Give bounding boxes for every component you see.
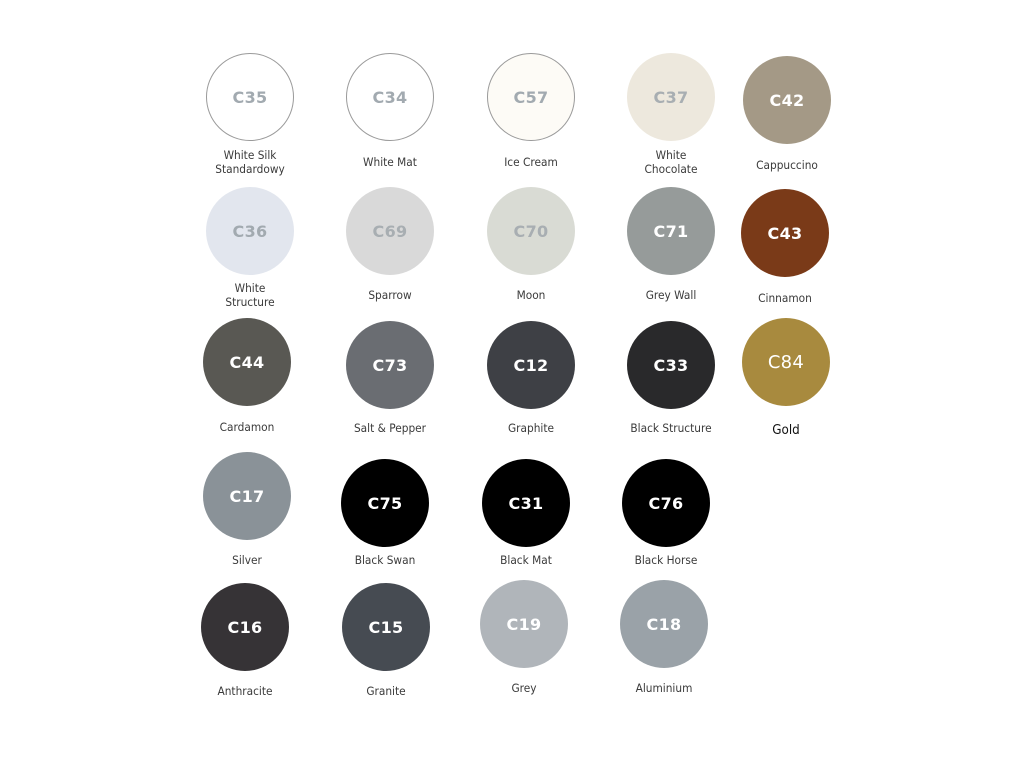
- color-swatch-c19: C19: [480, 580, 568, 668]
- swatch-name: Sparrow: [368, 288, 412, 302]
- swatch-name: Black Swan: [354, 553, 416, 567]
- swatch-name: Cardamon: [219, 420, 275, 434]
- swatch-name: Anthracite: [217, 684, 273, 698]
- swatch-name: Gold: [772, 423, 800, 438]
- color-swatch-c33: C33: [627, 321, 715, 409]
- swatch-code: C43: [767, 223, 803, 243]
- swatch-name: Graphite: [507, 421, 555, 435]
- swatch-name: Moon: [516, 288, 546, 302]
- color-swatch-c36: C36: [206, 187, 294, 275]
- swatch-code: C31: [508, 493, 544, 513]
- color-swatch-c70: C70: [487, 187, 575, 275]
- color-swatch-c75: C75: [341, 459, 429, 547]
- swatch-code: C17: [229, 486, 265, 506]
- swatch-code: C70: [513, 221, 549, 241]
- swatch-code: C57: [513, 87, 549, 107]
- color-swatch-c42: C42: [743, 56, 831, 144]
- swatch-code: C75: [367, 493, 403, 513]
- swatch-code: C76: [648, 493, 684, 513]
- swatch-name: Grey Wall: [645, 288, 697, 302]
- swatch-code: C12: [513, 355, 549, 375]
- swatch-code: C69: [372, 221, 408, 241]
- swatch-code: C36: [232, 221, 268, 241]
- color-swatch-c15: C15: [342, 583, 430, 671]
- color-swatch-c37: C37: [627, 53, 715, 141]
- swatch-code: C35: [232, 87, 268, 107]
- color-swatch-c34: C34: [346, 53, 434, 141]
- color-swatch-c12: C12: [487, 321, 575, 409]
- swatch-name: Ice Cream: [504, 155, 558, 169]
- swatch-name: Granite: [366, 684, 406, 698]
- color-swatch-c69: C69: [346, 187, 434, 275]
- swatch-code: C71: [653, 221, 689, 241]
- swatch-name: Black Mat: [500, 553, 552, 567]
- color-swatch-c57: C57: [487, 53, 575, 141]
- color-swatch-c18: C18: [620, 580, 708, 668]
- swatch-code: C37: [653, 87, 689, 107]
- swatch-code: C34: [372, 87, 408, 107]
- swatch-name: White Chocolate: [644, 148, 698, 176]
- swatch-name: White Silk Standardowy: [215, 148, 285, 176]
- swatch-code: C42: [769, 90, 805, 110]
- swatch-name: Grey: [511, 681, 537, 695]
- swatch-name: Cinnamon: [758, 291, 812, 305]
- color-swatch-c71: C71: [627, 187, 715, 275]
- color-swatch-c84: C84: [742, 318, 830, 406]
- swatch-code: C18: [646, 614, 682, 634]
- color-swatch-c31: C31: [482, 459, 570, 547]
- swatch-code: C44: [229, 352, 265, 372]
- swatch-name: Aluminium: [635, 681, 693, 695]
- color-swatch-c16: C16: [201, 583, 289, 671]
- color-swatch-c17: C17: [203, 452, 291, 540]
- swatch-code: C84: [767, 351, 805, 373]
- swatch-code: C16: [227, 617, 263, 637]
- swatch-name: Black Structure: [630, 421, 712, 435]
- swatch-name: Cappuccino: [756, 158, 818, 172]
- color-swatch-c35: C35: [206, 53, 294, 141]
- swatch-code: C33: [653, 355, 689, 375]
- color-swatch-c43: C43: [741, 189, 829, 277]
- swatch-code: C19: [506, 614, 542, 634]
- swatch-name: White Mat: [363, 155, 417, 169]
- swatch-code: C15: [368, 617, 404, 637]
- swatch-name: Salt & Pepper: [353, 421, 427, 435]
- swatch-name: Black Horse: [634, 553, 698, 567]
- swatch-name: Silver: [232, 553, 262, 567]
- color-swatch-c44: C44: [203, 318, 291, 406]
- color-swatch-c76: C76: [622, 459, 710, 547]
- color-swatch-c73: C73: [346, 321, 434, 409]
- swatch-code: C73: [372, 355, 408, 375]
- swatch-name: White Structure: [225, 281, 275, 309]
